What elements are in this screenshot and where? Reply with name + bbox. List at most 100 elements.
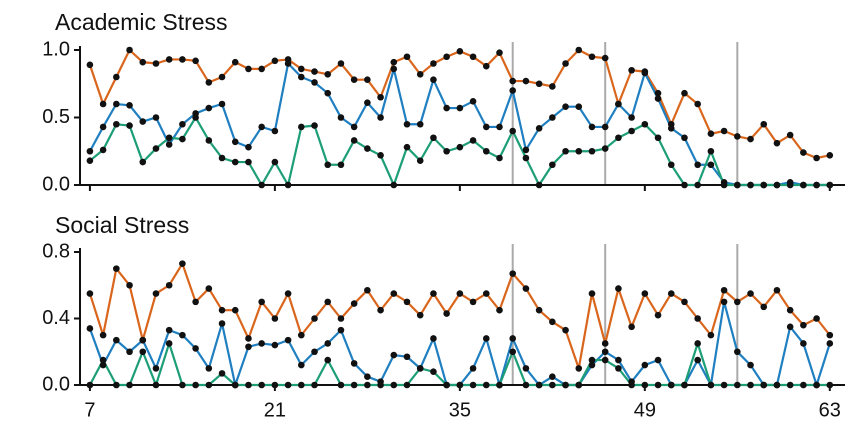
point [126,348,133,356]
point [694,100,701,108]
point [218,306,226,314]
point [443,381,450,389]
point [760,381,768,389]
point [549,373,556,380]
point [311,68,318,75]
point [430,368,437,376]
point [179,56,186,63]
point [456,381,464,389]
point [165,56,173,63]
point [734,133,741,140]
point [258,340,265,347]
point [734,298,741,306]
point [601,145,609,152]
point [522,146,530,154]
point [575,381,583,389]
point [469,137,477,144]
point [628,66,635,74]
point [350,76,358,83]
point [522,365,530,372]
point [205,365,213,372]
point [720,286,728,294]
point [681,181,688,189]
point [443,104,450,112]
point [496,154,503,162]
point [456,290,464,297]
point [390,181,398,189]
point [747,290,754,297]
point [694,181,701,189]
point [482,62,490,70]
point [813,315,820,322]
point [747,361,754,369]
point [509,127,517,135]
y-tick-label: 0.0 [42,173,70,195]
point [258,181,265,189]
point [601,348,609,356]
point [192,298,199,306]
point [694,356,701,364]
point [311,79,318,86]
x-tick-label: 63 [819,399,841,421]
point [667,161,675,169]
point [152,145,160,152]
point [139,118,147,125]
point [760,120,768,128]
y-tick-label: 0.4 [42,307,70,329]
point [747,381,754,389]
point [126,102,133,109]
point [205,137,213,144]
point [113,73,120,81]
point [403,381,411,389]
series-line [88,61,830,187]
point [773,381,781,389]
point [773,139,781,147]
point [416,157,424,164]
point [403,353,411,361]
point [416,311,424,319]
point [601,123,609,131]
point [456,104,464,112]
point [139,336,147,344]
point [192,345,199,352]
point [562,381,569,389]
point [139,348,147,356]
point [311,315,318,322]
point [773,181,781,189]
point [126,46,133,54]
point [654,95,662,102]
point [707,130,715,137]
point [271,315,279,322]
point [628,114,635,121]
series-line [88,261,831,373]
point [377,152,384,159]
point [654,311,662,319]
point [245,343,252,351]
point [126,122,133,129]
point [760,181,768,189]
point [324,161,332,169]
point [826,331,834,339]
point [535,181,543,189]
point [231,381,239,389]
point [681,298,688,306]
point [99,356,107,364]
point [720,381,728,389]
panel-title: Social Stress [55,212,189,238]
point [152,114,160,121]
point [165,326,173,334]
point [628,127,635,135]
point [350,381,358,389]
point [390,351,398,359]
y-tick-label: 0.5 [42,106,70,128]
point [364,76,371,83]
point [205,381,213,389]
point [575,103,583,110]
point [469,298,477,306]
point [377,114,384,121]
point [416,365,424,372]
point [298,65,305,73]
point [813,381,820,389]
point [364,286,371,294]
point [496,123,503,131]
